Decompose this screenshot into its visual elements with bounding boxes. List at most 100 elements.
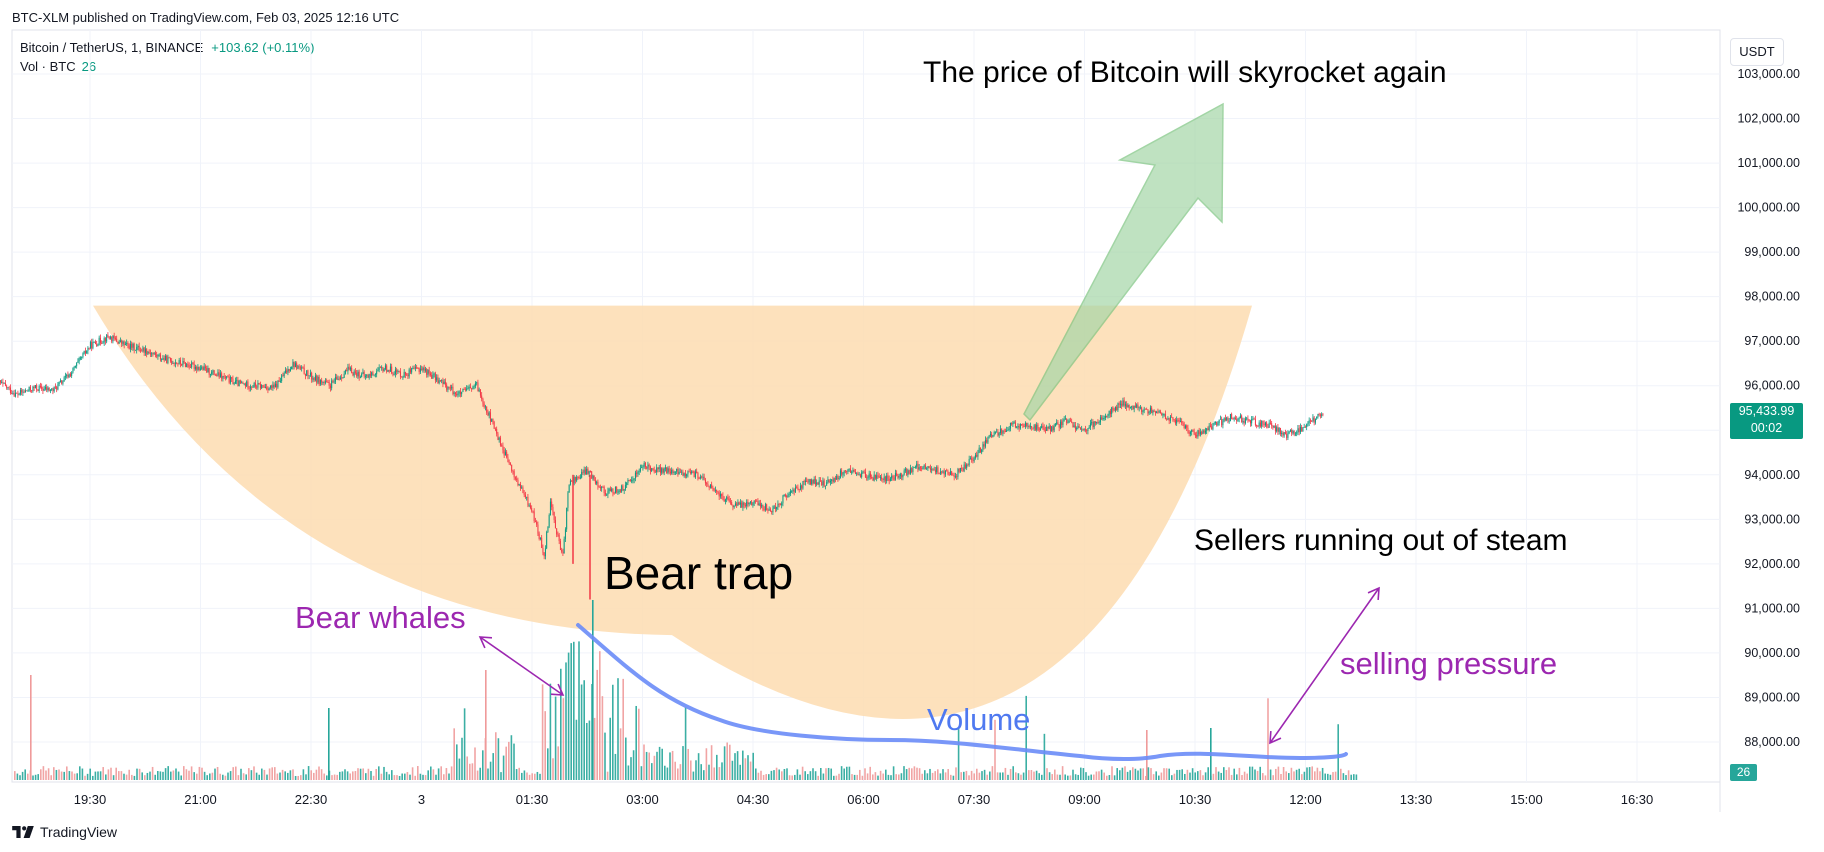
volume-bar (898, 774, 900, 780)
annotation-selling-pressure[interactable]: selling pressure (1340, 646, 1558, 681)
volume-bar (1327, 773, 1329, 780)
volume-bar (450, 766, 453, 780)
candle-body (257, 383, 259, 388)
volume-bar (287, 772, 289, 780)
candle-body (1266, 422, 1268, 427)
candle-body (359, 377, 361, 378)
candle-body (666, 467, 668, 473)
candle-body (872, 478, 874, 481)
volume-bar (68, 771, 71, 780)
volume-bar (1064, 774, 1066, 780)
candle-body (1201, 431, 1203, 434)
volume-bar (396, 775, 398, 780)
volume-bar (391, 770, 393, 780)
candle-body (731, 502, 733, 506)
volume-bar (1041, 774, 1043, 780)
candle-body (1054, 424, 1056, 426)
volume-bar (705, 748, 708, 780)
volume-bar (1095, 771, 1098, 780)
candle-body (787, 494, 789, 498)
volume-bar (1009, 768, 1012, 780)
annotation-sellers[interactable]: Sellers running out of steam (1194, 524, 1568, 557)
candle-body (98, 337, 100, 345)
candle-body (522, 487, 524, 494)
volume-bar (1160, 772, 1163, 780)
volume-bar (531, 773, 533, 780)
candle-body (737, 502, 739, 506)
volume-bar (60, 771, 63, 780)
volume-bar (864, 768, 866, 780)
candle-body (41, 386, 43, 389)
volume-bar (523, 770, 526, 780)
volume-bar (1087, 775, 1090, 780)
candle-body (339, 377, 341, 380)
volume-bar (495, 732, 497, 780)
candle-body (1098, 422, 1100, 424)
volume-label[interactable]: Vol · BTC (20, 59, 76, 74)
candle-body (424, 369, 426, 371)
volume-bar (963, 771, 965, 780)
volume-bar (196, 773, 198, 780)
candle-body (1252, 418, 1254, 420)
volume-bar (123, 773, 125, 780)
candle-body (1091, 422, 1093, 424)
candle-body (406, 374, 408, 376)
candle-body (9, 387, 11, 394)
candle-body (374, 374, 376, 376)
candle-body (124, 344, 126, 345)
candle-body (389, 366, 391, 372)
volume-bar (502, 755, 505, 780)
candle-body (1193, 431, 1195, 435)
arrow-head (550, 683, 565, 696)
y-tick-label: 89,000.00 (1744, 690, 1800, 704)
volume-bar (812, 768, 814, 780)
candle-body (1188, 431, 1190, 434)
candle-body (521, 487, 523, 489)
candle-body (747, 501, 749, 505)
candle-body (884, 476, 886, 481)
arrow-head (1269, 730, 1282, 745)
candle-body (1313, 417, 1315, 423)
candle-body (626, 482, 628, 486)
candle-body (113, 335, 115, 339)
skyrocket-arrow (1023, 102, 1224, 422)
volume-bar (586, 722, 588, 780)
currency-button[interactable]: USDT (1730, 38, 1784, 66)
volume-bar (983, 769, 986, 780)
footer-brand[interactable]: TradingView (40, 824, 118, 840)
volume-bar (482, 750, 484, 780)
candle-body (686, 474, 688, 477)
candle-body (882, 479, 884, 481)
candle-body (963, 464, 965, 471)
candle-body (841, 470, 843, 475)
arrow-head (478, 636, 493, 649)
annotation-bear-whales[interactable]: Bear whales (295, 600, 466, 635)
candle-body (1039, 428, 1041, 431)
candle-body (733, 505, 735, 508)
candle-body (7, 387, 9, 389)
candle-body (347, 366, 349, 372)
volume-bar (175, 768, 177, 780)
candle-body (603, 486, 605, 493)
volume-bar (404, 773, 406, 780)
candle-body (148, 351, 150, 353)
volume-bar (976, 768, 978, 780)
candle-body (174, 362, 176, 364)
candle-body (451, 386, 453, 389)
volume-bar (240, 768, 242, 780)
candle-body (92, 342, 94, 349)
candle-body (504, 451, 506, 456)
candle-body (288, 368, 290, 372)
symbol-name[interactable]: Bitcoin / TetherUS, 1, BINANCE (20, 40, 204, 55)
candle-body (551, 501, 553, 508)
annotation-volume[interactable]: Volume (927, 702, 1031, 737)
candle-body (99, 337, 101, 343)
volume-bar (27, 773, 29, 780)
candle-body (788, 493, 790, 495)
volume-bar (1314, 771, 1316, 780)
annotation-skyrocket[interactable]: The price of Bitcoin will skyrocket agai… (923, 56, 1447, 89)
annotation-bear-trap[interactable]: Bear trap (604, 547, 794, 599)
candle-body (1232, 418, 1234, 420)
volume-bar (1116, 768, 1118, 780)
